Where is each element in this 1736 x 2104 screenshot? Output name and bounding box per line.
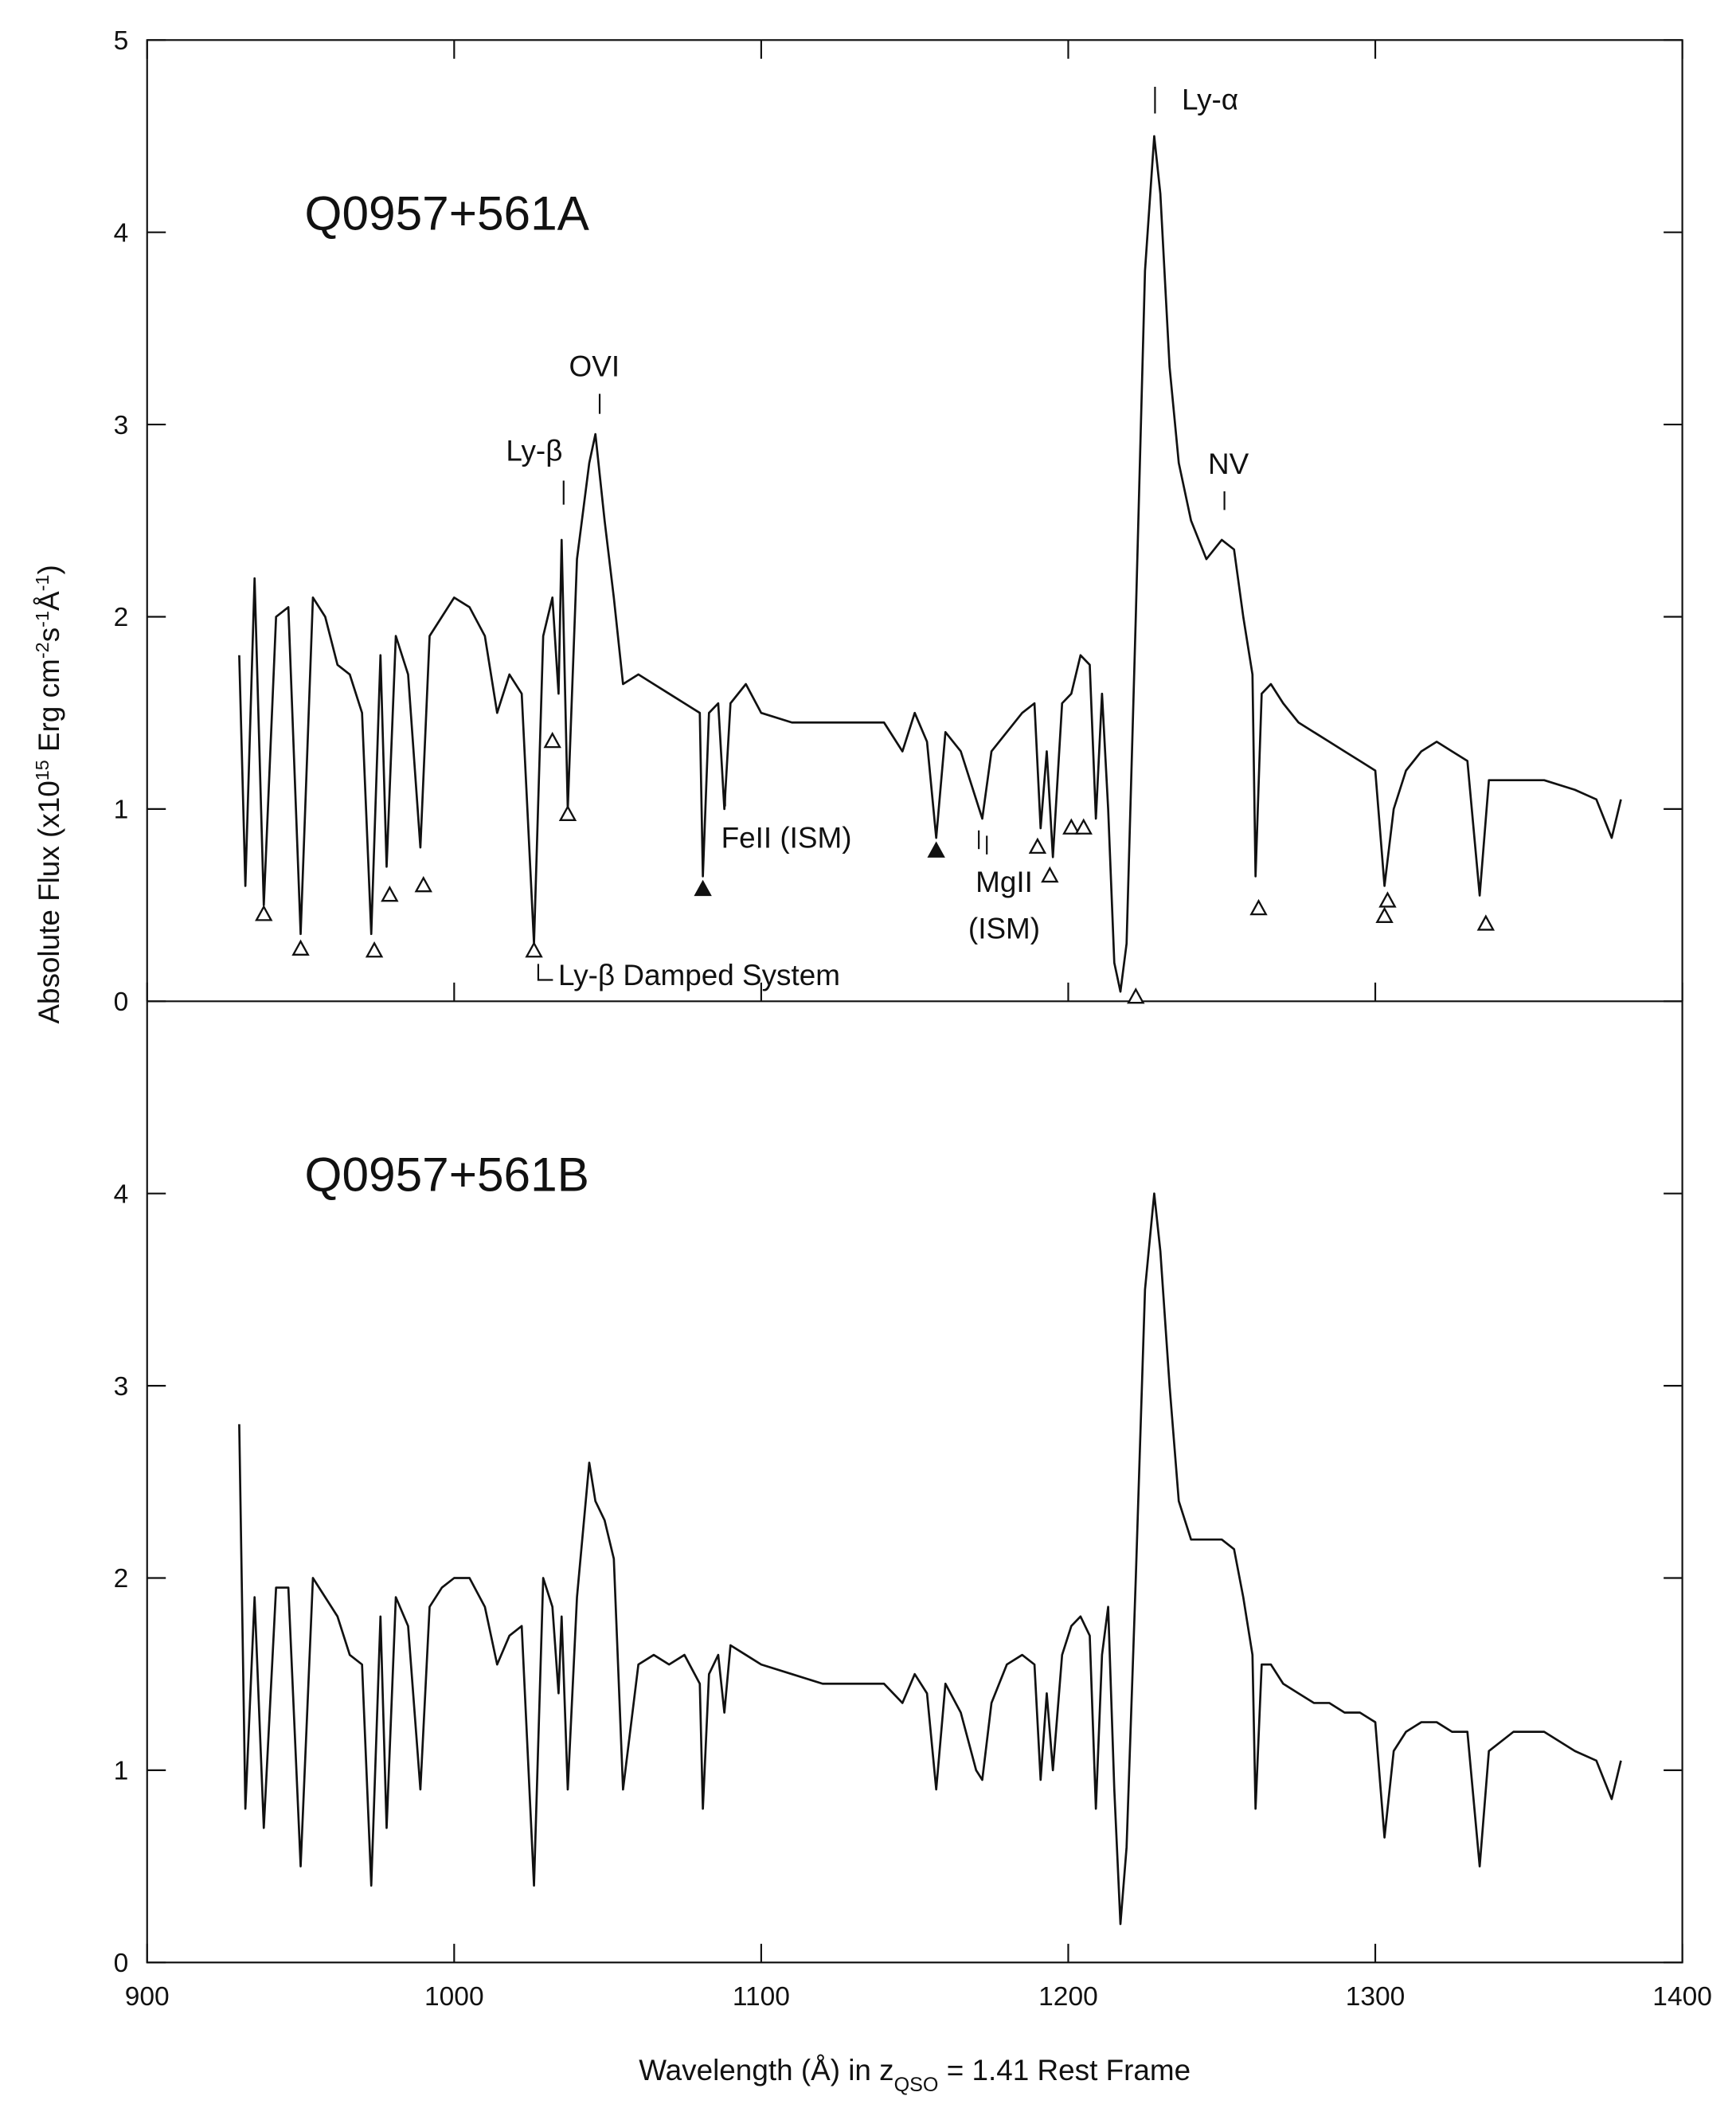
y-tick-label: 2	[114, 1564, 129, 1594]
x-tick-label: 1100	[733, 1982, 790, 2012]
x-tick-label: 900	[125, 1982, 170, 2012]
x-tick-label: 1000	[424, 1982, 484, 2012]
label-part: -1	[32, 611, 53, 628]
label-part: QSO	[894, 2074, 939, 2096]
absorber-marker	[1028, 837, 1047, 855]
absorber-marker	[381, 886, 399, 902]
absorber-marker	[1375, 906, 1394, 923]
x-axis-label: Wavelength (Å) in zQSO = 1.41 Rest Frame	[639, 2054, 1191, 2096]
absorber-marker	[1062, 818, 1081, 835]
y-tick-label: 5	[114, 26, 129, 56]
absorber-marker	[1378, 891, 1397, 908]
y-tick-label: 0	[114, 1949, 129, 1978]
label-part: s	[33, 628, 65, 642]
absorber-marker	[1476, 914, 1496, 931]
line-label: Ly-β	[506, 434, 562, 467]
line-label: FeII (ISM)	[721, 822, 852, 855]
absorber-marker	[1249, 898, 1268, 916]
panel-title: Q0957+561A	[305, 186, 590, 240]
label-part: 15	[32, 760, 53, 780]
y-tick-label: 2	[114, 603, 129, 632]
absorber-marker	[543, 731, 561, 749]
panel-title: Q0957+561B	[305, 1147, 589, 1201]
absorber-marker	[558, 804, 577, 822]
y-tick-label: 4	[114, 218, 129, 248]
absorber-marker	[1041, 866, 1059, 883]
y-tick-label: 1	[114, 1757, 129, 1786]
line-label: NV	[1208, 448, 1249, 480]
line-label: (ISM)	[968, 913, 1040, 945]
absorber-marker	[525, 941, 543, 958]
absorber-marker	[414, 875, 432, 893]
line-label: OVI	[569, 350, 620, 383]
absorber-marker	[927, 841, 945, 858]
label-part: Erg cm	[33, 659, 65, 760]
line-label: MgII	[976, 866, 1033, 898]
label-part: = 1.41 Rest Frame	[938, 2054, 1191, 2086]
spectrum-line	[238, 135, 1622, 993]
absorber-marker	[255, 905, 273, 921]
y-tick-label: 4	[114, 1179, 129, 1209]
spectrum-line	[238, 1192, 1622, 1926]
line-label: Ly-α	[1182, 83, 1238, 115]
label-part: -1	[32, 575, 53, 592]
y-tick-label: 0	[114, 987, 129, 1017]
bracket	[537, 964, 553, 981]
label-part: Absolute Flux (x10	[33, 780, 65, 1023]
absorber-marker	[365, 941, 384, 958]
label-part: -2	[32, 642, 53, 659]
label-part: Wavelength (Å) in z	[639, 2054, 893, 2086]
absorber-marker	[1074, 818, 1093, 835]
y-tick-label: 3	[114, 411, 129, 440]
label-part: Å	[33, 591, 65, 611]
absorber-marker	[291, 939, 310, 956]
y-axis-label: Absolute Flux (x1015 Erg cm-2s-1Å-1)	[32, 565, 65, 1023]
x-tick-label: 1200	[1038, 1982, 1098, 2012]
y-tick-label: 3	[114, 1372, 129, 1402]
line-label: Ly-β Damped System	[558, 959, 840, 991]
y-tick-label: 1	[114, 796, 129, 825]
x-tick-label: 1300	[1346, 1982, 1406, 2012]
label-part: )	[33, 565, 65, 574]
absorber-marker	[694, 879, 712, 897]
x-tick-label: 1400	[1652, 1982, 1712, 2012]
absorber-marker	[1127, 987, 1145, 1004]
